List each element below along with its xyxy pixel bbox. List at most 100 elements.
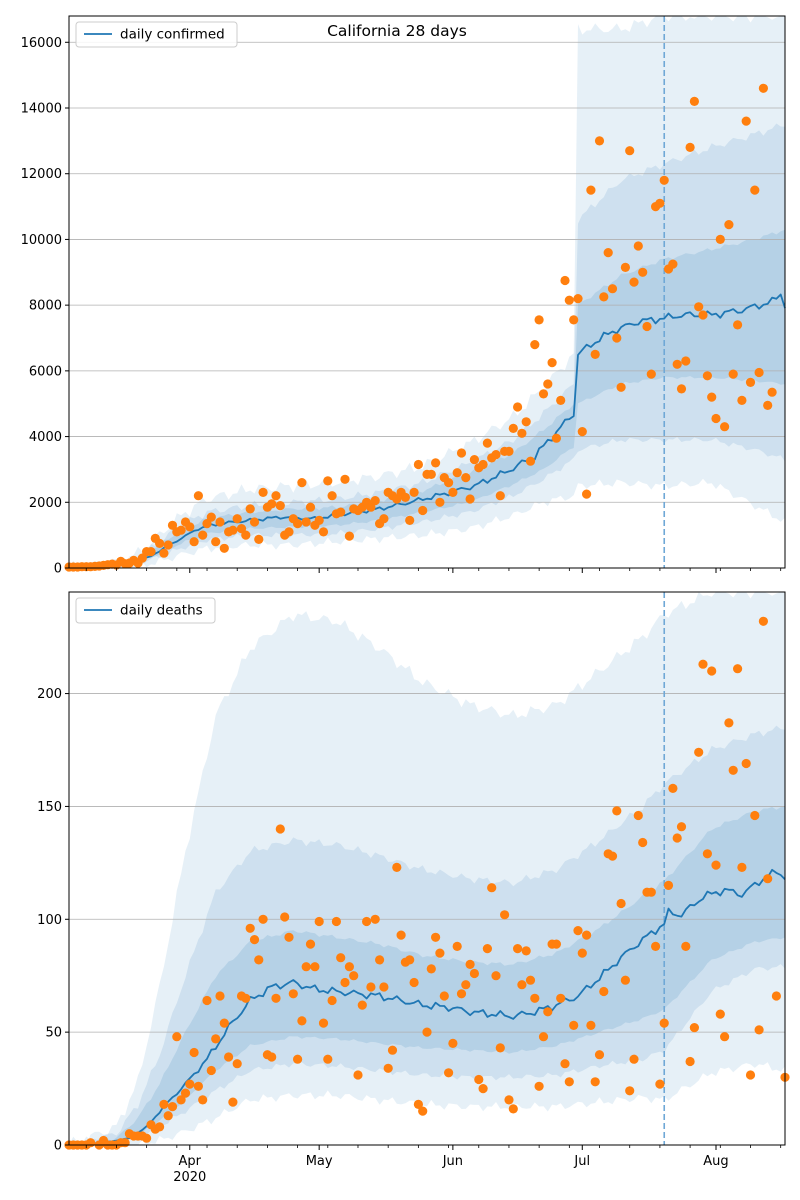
data-point	[724, 220, 734, 230]
data-point	[733, 320, 743, 330]
data-point	[198, 1095, 208, 1105]
data-point	[720, 422, 730, 432]
data-point	[538, 389, 549, 399]
data-point	[534, 315, 544, 325]
data-point	[659, 175, 669, 185]
data-point	[392, 494, 402, 504]
data-point	[517, 980, 527, 990]
data-point	[219, 543, 229, 553]
data-point	[387, 1045, 398, 1055]
data-point	[370, 496, 380, 506]
data-point	[651, 941, 661, 952]
x-tick-label: Jun	[442, 1154, 463, 1169]
data-point	[219, 1018, 229, 1028]
data-point	[676, 822, 687, 832]
data-point	[564, 1077, 574, 1087]
data-point	[530, 340, 540, 350]
data-point	[396, 930, 406, 940]
data-point	[737, 395, 747, 405]
data-point	[413, 1099, 423, 1109]
deaths-legend: daily deaths	[75, 597, 216, 624]
data-point	[206, 512, 216, 522]
deaths-band-inner	[69, 806, 785, 1145]
data-point	[612, 806, 622, 816]
data-point	[392, 862, 402, 873]
data-point	[586, 185, 596, 195]
data-point	[284, 527, 294, 537]
data-point	[702, 849, 713, 859]
data-point	[577, 948, 587, 958]
data-point	[349, 971, 359, 981]
data-point	[448, 1038, 458, 1048]
data-point	[504, 446, 514, 456]
data-point	[620, 975, 631, 985]
data-point	[215, 991, 225, 1001]
data-point	[599, 292, 609, 302]
data-point	[228, 525, 238, 535]
confirmed-axes-frame	[68, 15, 786, 569]
data-point	[521, 417, 531, 427]
data-point	[724, 718, 734, 728]
data-point	[758, 616, 769, 626]
data-point	[720, 1032, 730, 1042]
data-point	[689, 1023, 700, 1033]
data-point	[228, 1097, 238, 1107]
data-point	[297, 1016, 307, 1026]
data-point	[491, 971, 501, 981]
data-point	[327, 491, 337, 501]
data-point	[461, 980, 471, 990]
data-point	[353, 1070, 363, 1080]
data-point	[444, 1068, 454, 1078]
data-point	[271, 491, 281, 501]
data-point	[271, 993, 281, 1003]
y-tick-label: 100	[37, 913, 62, 928]
confirmed-band-inner	[69, 229, 785, 568]
data-point	[582, 489, 592, 499]
data-point	[344, 531, 354, 541]
data-point	[508, 423, 518, 433]
data-point	[478, 459, 488, 470]
data-point	[715, 1009, 725, 1019]
y-tick-label: 10000	[21, 233, 62, 248]
data-point	[771, 991, 782, 1001]
data-point	[659, 1018, 669, 1028]
data-point	[275, 501, 285, 511]
x-tick-label: Apr 2020	[173, 1154, 206, 1185]
data-point	[668, 259, 678, 269]
data-point	[629, 277, 639, 287]
data-point	[288, 989, 298, 999]
data-point	[254, 534, 264, 545]
y-tick-label: 50	[45, 1026, 62, 1041]
data-point	[310, 962, 320, 972]
y-tick-label: 150	[37, 800, 62, 815]
data-point	[323, 1054, 333, 1064]
data-point	[569, 315, 579, 325]
data-point	[500, 910, 510, 920]
data-point	[694, 747, 704, 757]
data-point	[439, 991, 449, 1001]
data-point	[314, 916, 324, 927]
deaths-y-tick-labels: 0 50 100 150 200	[37, 687, 62, 1153]
data-point	[241, 530, 251, 540]
data-point	[590, 1077, 600, 1087]
data-point	[245, 923, 255, 933]
data-point	[599, 986, 609, 997]
data-point	[573, 294, 583, 304]
confirmed-band-middle	[69, 123, 785, 568]
data-point	[422, 1027, 432, 1037]
data-point	[435, 497, 445, 507]
data-point	[340, 977, 350, 988]
data-point	[159, 548, 169, 558]
data-point	[633, 241, 643, 251]
data-point	[284, 932, 294, 942]
data-point	[167, 520, 178, 530]
data-point	[560, 275, 570, 286]
data-point	[582, 930, 592, 940]
confirmed-y-tick-labels: 0 2000 4000 6000 8000 10000 12000 14000 16000	[21, 36, 62, 577]
y-tick-label: 8000	[29, 299, 62, 314]
data-point	[538, 1032, 549, 1042]
data-point	[323, 476, 333, 486]
data-point	[280, 912, 290, 922]
data-point	[232, 1059, 242, 1069]
